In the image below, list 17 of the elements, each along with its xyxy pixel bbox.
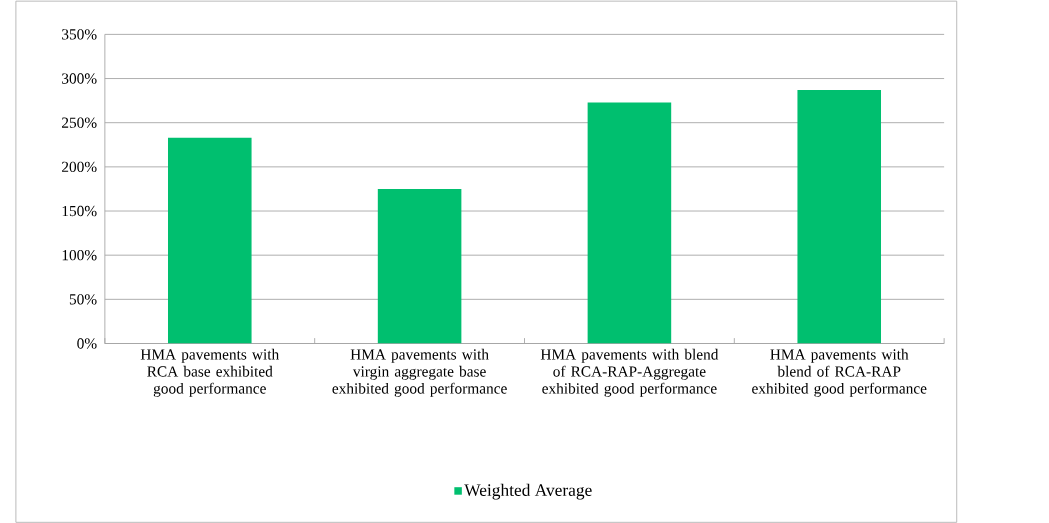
y-tick-label: 0% bbox=[77, 338, 97, 349]
legend-label: Weighted Average bbox=[464, 483, 592, 500]
bar bbox=[167, 137, 252, 344]
x-tick-label: HMA pavements with RCA base exhibited good performance bbox=[140, 348, 279, 397]
bar bbox=[377, 188, 462, 344]
y-tick-label: 250% bbox=[62, 117, 97, 128]
y-tick-label: 200% bbox=[62, 161, 97, 172]
x-tick-label: HMA pavements with blend of RCA-RAP-Aggregate exhibited good performance bbox=[540, 348, 719, 397]
x-tick-label: HMA pavements with virgin aggregate base exhibited good performance bbox=[332, 348, 507, 397]
bar bbox=[587, 102, 672, 344]
x-tick-label: HMA pavements with blend of RCA-RAP exhibited good performance bbox=[752, 348, 927, 397]
y-tick-label: 350% bbox=[62, 28, 97, 40]
y-tick-label: 300% bbox=[62, 73, 97, 84]
y-tick-label: 50% bbox=[69, 293, 97, 305]
y-tick-label: 150% bbox=[62, 205, 97, 217]
bar bbox=[797, 89, 882, 344]
y-tick-label: 100% bbox=[62, 249, 97, 261]
